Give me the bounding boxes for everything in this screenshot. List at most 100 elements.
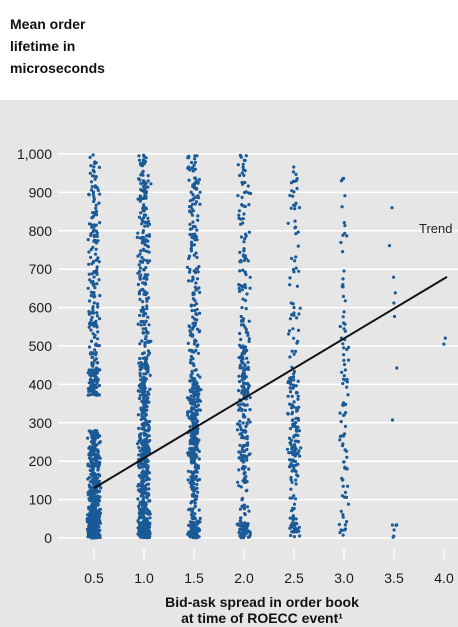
data-point bbox=[89, 222, 93, 226]
data-point bbox=[197, 177, 201, 182]
data-point bbox=[88, 518, 92, 523]
data-point bbox=[86, 286, 90, 290]
data-point bbox=[237, 468, 241, 472]
data-point bbox=[137, 528, 141, 532]
data-point bbox=[192, 303, 196, 307]
data-point bbox=[93, 177, 97, 181]
data-point bbox=[296, 394, 300, 398]
y-tick-label: 200 bbox=[29, 453, 53, 469]
data-point bbox=[291, 514, 295, 518]
x-axis-label-line-1: Bid-ask spread in order book bbox=[165, 594, 359, 610]
x-tick-label: 0.5 bbox=[84, 570, 104, 586]
data-point bbox=[137, 361, 141, 365]
data-point bbox=[139, 249, 143, 253]
data-point bbox=[195, 187, 199, 191]
data-point bbox=[93, 161, 97, 166]
data-point bbox=[140, 352, 145, 356]
data-point bbox=[240, 356, 244, 360]
data-point bbox=[93, 286, 97, 290]
data-point bbox=[190, 348, 194, 352]
data-point bbox=[191, 202, 195, 206]
data-point bbox=[92, 301, 96, 305]
data-point bbox=[142, 398, 147, 402]
data-point bbox=[138, 277, 142, 281]
data-point bbox=[193, 157, 197, 161]
data-point bbox=[197, 520, 201, 525]
x-axis-label-line-2: at time of ROECC event¹ bbox=[181, 610, 343, 626]
data-point bbox=[144, 511, 148, 515]
data-point bbox=[240, 521, 244, 525]
data-point bbox=[245, 505, 250, 509]
data-point bbox=[241, 413, 246, 417]
data-point bbox=[93, 323, 98, 327]
data-point bbox=[246, 259, 250, 263]
data-point bbox=[188, 333, 192, 337]
data-point bbox=[292, 352, 296, 356]
data-point bbox=[292, 165, 296, 169]
data-point bbox=[195, 277, 200, 281]
data-point bbox=[193, 299, 197, 303]
data-point bbox=[343, 224, 347, 228]
data-point bbox=[294, 478, 298, 482]
data-point bbox=[194, 463, 198, 467]
data-point bbox=[296, 379, 300, 383]
data-point bbox=[242, 467, 246, 471]
data-point bbox=[243, 298, 248, 303]
data-point bbox=[92, 496, 96, 500]
data-point bbox=[147, 419, 152, 424]
data-point bbox=[243, 237, 247, 241]
data-point bbox=[89, 339, 94, 343]
data-point bbox=[240, 288, 244, 292]
data-point bbox=[241, 460, 245, 464]
data-point bbox=[95, 265, 99, 269]
data-point bbox=[285, 447, 290, 451]
data-point bbox=[189, 531, 193, 535]
data-point bbox=[87, 429, 91, 433]
data-point bbox=[195, 312, 199, 317]
data-point bbox=[147, 222, 152, 226]
data-point bbox=[94, 482, 98, 486]
data-point bbox=[237, 283, 241, 287]
data-point bbox=[344, 411, 348, 415]
data-point bbox=[293, 349, 298, 353]
data-point bbox=[88, 373, 92, 377]
data-point bbox=[342, 434, 346, 438]
y-tick-label: 100 bbox=[29, 492, 53, 508]
data-point bbox=[92, 383, 96, 387]
data-point bbox=[291, 383, 296, 387]
data-point bbox=[95, 514, 99, 518]
data-point bbox=[345, 234, 349, 238]
data-point bbox=[243, 521, 247, 525]
data-point bbox=[194, 535, 199, 539]
data-point bbox=[92, 275, 96, 279]
data-point bbox=[196, 196, 201, 200]
data-point bbox=[295, 391, 299, 395]
data-point bbox=[141, 356, 145, 360]
data-point bbox=[144, 249, 149, 253]
data-point bbox=[147, 323, 151, 327]
y-axis-label-line-2: lifetime in bbox=[10, 38, 75, 54]
data-point bbox=[343, 299, 347, 303]
data-point bbox=[193, 323, 197, 328]
data-point bbox=[95, 282, 99, 286]
data-point bbox=[92, 233, 96, 237]
data-point bbox=[188, 199, 192, 203]
data-point bbox=[294, 451, 298, 455]
data-point bbox=[248, 396, 252, 400]
data-point bbox=[241, 319, 245, 323]
data-point bbox=[193, 225, 197, 229]
data-point bbox=[86, 436, 90, 440]
data-point bbox=[94, 175, 98, 179]
data-point bbox=[189, 210, 193, 215]
data-point bbox=[142, 203, 146, 207]
data-point bbox=[289, 379, 293, 383]
data-point bbox=[187, 256, 191, 261]
data-point bbox=[144, 194, 148, 198]
y-tick-label: 400 bbox=[29, 376, 53, 392]
data-point bbox=[189, 304, 193, 308]
data-point bbox=[197, 535, 201, 539]
data-point bbox=[93, 185, 98, 189]
data-point bbox=[141, 362, 145, 366]
data-point bbox=[239, 516, 243, 520]
